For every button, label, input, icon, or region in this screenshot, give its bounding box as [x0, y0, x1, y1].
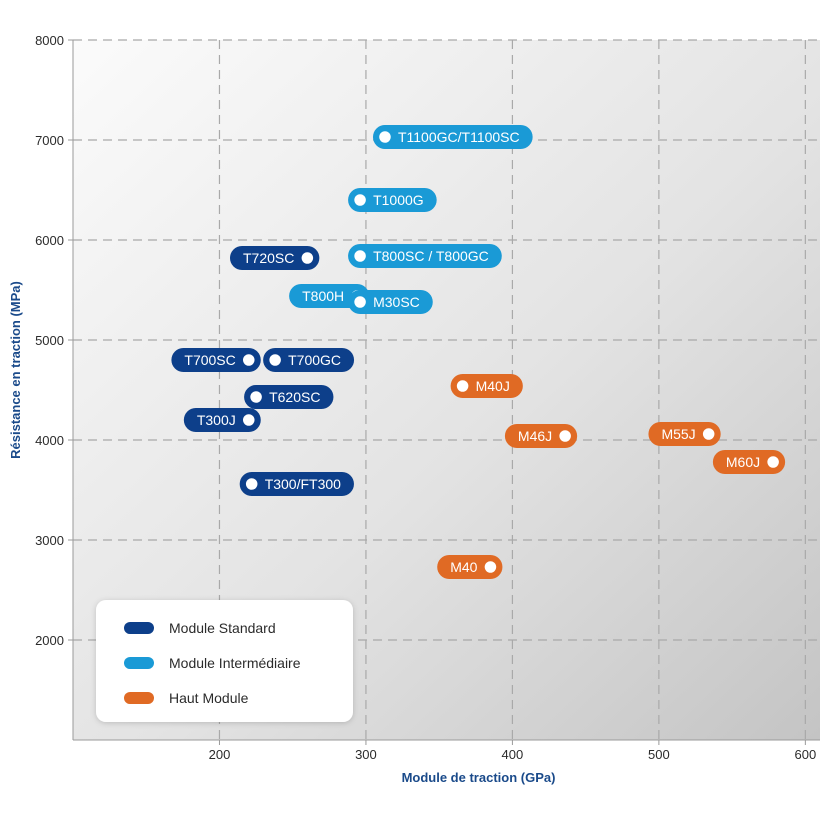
point-label-bg [450, 374, 523, 398]
point-marker [300, 250, 315, 266]
point-marker [248, 389, 264, 405]
point-label: M40J [476, 378, 510, 394]
point-marker [352, 294, 368, 310]
point-label: M40 [450, 559, 477, 575]
data-point: T720SC [229, 246, 320, 270]
point-label-bg [263, 348, 355, 372]
point-label-bg [348, 290, 433, 314]
point-label: T800SC / T800GC [373, 248, 489, 264]
legend-label: Module Intermédiaire [169, 655, 301, 671]
data-point: T1100GC/T1100SC [372, 125, 533, 149]
point-label-bg [244, 385, 334, 409]
x-tick-label: 200 [209, 747, 231, 762]
point-label-bg [171, 348, 261, 372]
y-tick-label: 3000 [35, 533, 64, 548]
point-label-bg [183, 408, 261, 432]
data-point: T300/FT300 [239, 472, 354, 496]
data-points: T1100GC/T1100SC T1000G T800SC / T800GC T800… [171, 125, 786, 579]
point-label-bg [648, 422, 721, 446]
point-marker [483, 559, 498, 575]
axes: 200 300 400 500 600 2000 3000 4000 5000 6000 7000 8… [8, 33, 820, 785]
x-tick-label: 400 [502, 747, 524, 762]
point-label-bg [372, 125, 533, 149]
data-point: T300J [183, 408, 261, 432]
legend-box [96, 600, 353, 722]
point-label-bg [229, 246, 320, 270]
point-label: T1000G [373, 192, 424, 208]
point-label-bg [437, 555, 503, 579]
data-point: T1000G [348, 188, 437, 212]
point-marker [701, 426, 716, 442]
x-tick-label: 600 [795, 747, 817, 762]
point-marker [377, 129, 393, 145]
y-tick-label: 5000 [35, 333, 64, 348]
x-tick-label: 300 [355, 747, 377, 762]
point-label-bg [348, 188, 437, 212]
legend: Module Standard Module Intermédiaire Haut … [96, 600, 353, 722]
point-marker [352, 248, 368, 264]
legend-swatch [124, 622, 154, 634]
point-label: T300/FT300 [265, 476, 341, 492]
y-axis-title: Résistance en traction (MPa) [8, 281, 23, 459]
point-label: T800H [302, 288, 344, 304]
point-marker [267, 352, 283, 368]
legend-swatch [124, 692, 154, 704]
y-tick-label: 4000 [35, 433, 64, 448]
data-point: T700GC [263, 348, 355, 372]
data-point: M30SC [348, 290, 433, 314]
legend-swatch [124, 657, 154, 669]
point-marker [352, 192, 368, 208]
point-label: T300J [197, 412, 236, 428]
data-point: M55J [648, 422, 721, 446]
data-point: M40 [437, 555, 503, 579]
point-label-bg [239, 472, 354, 496]
point-marker [241, 412, 257, 428]
data-point: T800SC / T800GC [348, 244, 502, 268]
data-point: T700SC [171, 348, 261, 372]
point-label: T720SC [243, 250, 294, 266]
point-label: M46J [518, 428, 552, 444]
point-label: M60J [726, 454, 760, 470]
point-marker [765, 454, 781, 470]
y-tick-label: 7000 [35, 133, 64, 148]
legend-label: Haut Module [169, 690, 249, 706]
point-marker [557, 428, 573, 444]
point-label: M55J [661, 426, 695, 442]
point-label: T700SC [184, 352, 235, 368]
point-label-bg [348, 244, 502, 268]
point-marker [241, 352, 257, 368]
point-label: M30SC [373, 294, 420, 310]
y-tick-label: 2000 [35, 633, 64, 648]
point-marker [244, 476, 259, 492]
data-point: T620SC [244, 385, 334, 409]
x-tick-label: 500 [648, 747, 670, 762]
y-tick-label: 8000 [35, 33, 64, 48]
point-label: T1100GC/T1100SC [398, 129, 520, 145]
point-label: T620SC [269, 389, 320, 405]
legend-label: Module Standard [169, 620, 276, 636]
point-label-bg [504, 424, 578, 448]
data-point: M60J [712, 450, 786, 474]
data-point: M46J [504, 424, 578, 448]
y-tick-label: 6000 [35, 233, 64, 248]
point-label-bg [712, 450, 786, 474]
data-point: M40J [450, 374, 523, 398]
point-marker [455, 378, 470, 394]
point-label: T700GC [288, 352, 341, 368]
x-axis-title: Module de traction (GPa) [402, 770, 556, 785]
